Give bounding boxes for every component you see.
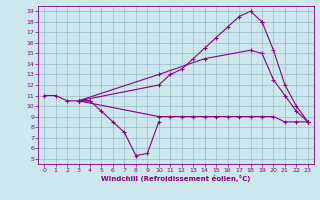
X-axis label: Windchill (Refroidissement éolien,°C): Windchill (Refroidissement éolien,°C)	[101, 175, 251, 182]
